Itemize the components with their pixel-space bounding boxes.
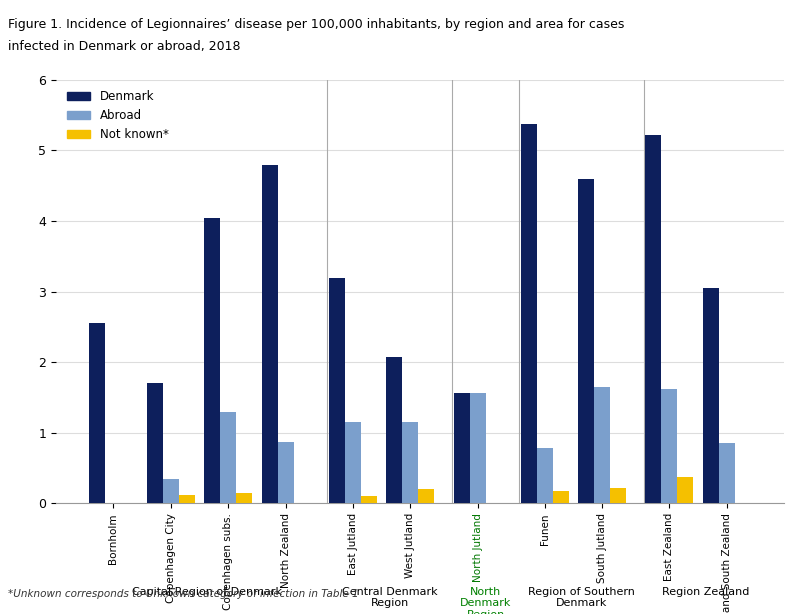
Legend: Denmark, Abroad, Not known*: Denmark, Abroad, Not known* — [62, 86, 174, 146]
Bar — [470, 392, 486, 503]
Bar — [418, 489, 434, 503]
Bar — [278, 442, 294, 503]
Text: Region Zealand: Region Zealand — [662, 587, 750, 597]
Bar — [262, 165, 278, 503]
Bar — [454, 392, 470, 503]
Bar — [578, 179, 594, 503]
Bar — [553, 491, 569, 503]
Bar — [220, 411, 236, 503]
Bar — [662, 389, 678, 503]
Bar — [89, 324, 105, 503]
Text: North
Denmark
Region: North Denmark Region — [460, 587, 511, 614]
Bar — [594, 387, 610, 503]
Bar — [646, 135, 662, 503]
Bar — [204, 217, 220, 503]
Text: Figure 1. Incidence of Legionnaires’ disease per 100,000 inhabitants, by region : Figure 1. Incidence of Legionnaires’ dis… — [8, 18, 624, 31]
Bar — [162, 479, 178, 503]
Text: Central Denmark
Region: Central Denmark Region — [342, 587, 438, 608]
Bar — [146, 383, 162, 503]
Text: Region of Southern
Denmark: Region of Southern Denmark — [528, 587, 635, 608]
Bar — [361, 496, 377, 503]
Bar — [345, 422, 361, 503]
Bar — [236, 493, 252, 503]
Bar — [402, 422, 418, 503]
Bar — [678, 477, 694, 503]
Bar — [178, 495, 194, 503]
Bar — [521, 123, 537, 503]
Bar — [386, 357, 402, 503]
Bar — [537, 448, 553, 503]
Text: infected in Denmark or abroad, 2018: infected in Denmark or abroad, 2018 — [8, 40, 241, 53]
Bar — [719, 443, 735, 503]
Text: Capital Region of Denmark: Capital Region of Denmark — [132, 587, 282, 597]
Bar — [703, 288, 719, 503]
Bar — [329, 278, 345, 503]
Text: *Unknown corresponds to Unknown category of infection in Table 1: *Unknown corresponds to Unknown category… — [8, 589, 358, 599]
Bar — [610, 488, 626, 503]
